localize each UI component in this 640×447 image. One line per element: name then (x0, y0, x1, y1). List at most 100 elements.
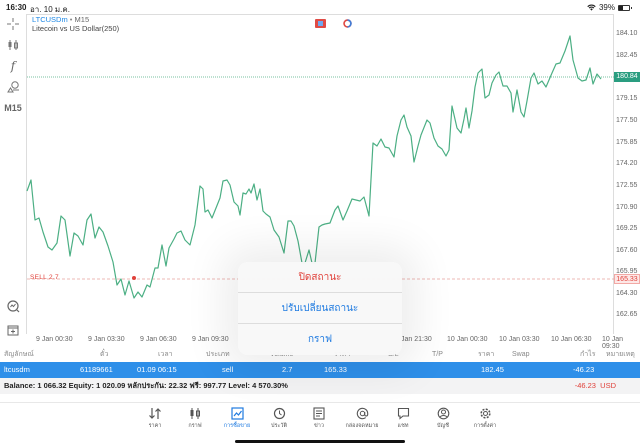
tab-settings[interactable]: การตั้งค่า (463, 407, 507, 430)
tab-chat[interactable]: แชท (381, 407, 425, 430)
tab-mailbox[interactable]: กล่องจดหมาย (340, 407, 384, 430)
tab-label: ข่าว (314, 423, 324, 429)
price-line (26, 35, 602, 299)
tab-label: กล่องจดหมาย (345, 423, 379, 429)
header-profit: กำไร (580, 351, 596, 358)
add-chart-icon[interactable] (0, 324, 26, 339)
quotes-icon (149, 408, 161, 419)
left-toolbar: f M15 (0, 14, 26, 344)
header-time: เวลา (158, 351, 173, 358)
header-tp: T/P (432, 351, 443, 358)
x-axis-label: Jan 21:30 (401, 336, 432, 343)
sell-entry-marker (132, 276, 136, 280)
header-symbol: สัญลักษณ์ (4, 351, 34, 358)
y-axis-label: 175.85 (616, 139, 638, 146)
tab-news[interactable]: ข่าว (297, 407, 341, 430)
total-profit-currency: USD (600, 381, 616, 390)
y-axis-label: 182.45 (616, 52, 638, 59)
function-icon[interactable]: f (10, 59, 16, 73)
x-axis-label: 9 Jan 06:30 (140, 336, 177, 343)
tab-trade[interactable]: การซื้อขาย (215, 407, 259, 430)
cell-ticket: 61189661 (80, 365, 113, 374)
x-axis-label: 9 Jan 03:30 (88, 336, 125, 343)
status-date: อา. 10 ม.ค. (30, 5, 70, 14)
chart-separator: • (69, 15, 73, 24)
total-profit-value: -46.23 (574, 381, 596, 390)
header-type: ประเภท (206, 351, 230, 358)
news-icon (313, 407, 325, 420)
timeframe-button[interactable]: M15 (4, 103, 22, 113)
tab-label: การซื้อขาย (223, 423, 251, 429)
cell-current-price: 182.45 (481, 365, 504, 374)
status-bar: 16:30 อา. 10 ม.ค. 39% (0, 0, 640, 14)
sell-line-label: SELL 2.7 (30, 274, 59, 281)
account-summary: Balance: 1 066.32 Equity: 1 020.09 หลักป… (4, 381, 288, 390)
header-ticket: ตั๋ว (100, 351, 109, 358)
tab-chart[interactable]: กราฟ (173, 407, 217, 430)
chart-icon (190, 408, 200, 419)
cell-type: sell (222, 365, 234, 374)
chart-button[interactable]: กราฟ (307, 334, 333, 345)
one-click-trading-icon[interactable] (315, 19, 326, 28)
chart-title: LTCUSDm • M15 (32, 15, 89, 24)
modify-position-button[interactable]: ปรับเปลี่ยนสถานะ (238, 293, 402, 324)
objects-icon[interactable] (0, 80, 26, 96)
position-context-menu: ปิดสถานะ ปรับเปลี่ยนสถานะ กราฟ (238, 262, 402, 355)
history-icon (273, 407, 285, 420)
y-axis-label: 170.90 (616, 204, 638, 211)
tab-label: กราฟ (188, 423, 202, 429)
crosshair-icon[interactable] (0, 18, 26, 33)
tab-account[interactable]: บัญชี (421, 407, 465, 430)
trade-icon (230, 407, 244, 420)
header-price: ราคา (478, 351, 495, 358)
tab-label: บัญชี (437, 423, 449, 429)
account-summary-bar: Balance: 1 066.32 Equity: 1 020.09 หลักป… (0, 378, 640, 394)
account-icon (437, 407, 449, 420)
chart-description: Litecoin vs US Dollar(250) (32, 24, 120, 33)
wifi-icon (587, 4, 596, 11)
x-axis-label: 10 Jan 00:30 (447, 336, 488, 343)
chat-icon (397, 407, 409, 420)
chart-area[interactable] (26, 14, 614, 334)
battery-percent: 39% (598, 3, 615, 12)
tab-label: แชท (397, 423, 409, 429)
y-axis-label: 162.65 (616, 311, 638, 318)
cell-symbol: ltcusdm (4, 365, 30, 374)
header-comment: หมายเหตุ (606, 351, 635, 358)
chart-analysis-icon[interactable] (0, 300, 26, 316)
home-indicator (235, 440, 405, 443)
tab-quotes[interactable]: ราคา (133, 407, 177, 430)
y-axis-label: 164.30 (616, 290, 638, 297)
x-axis-label: 10 Jan 03:30 (499, 336, 540, 343)
mailbox-icon (356, 407, 368, 420)
y-axis-label: 172.55 (616, 182, 638, 189)
chart-timeframe: M15 (74, 15, 90, 24)
cell-open-price: 165.33 (324, 365, 347, 374)
tab-label: ราคา (148, 423, 162, 429)
tab-history[interactable]: ประวัติ (257, 407, 301, 430)
status-time: 16:30 (6, 3, 27, 12)
header-swap: Swap (512, 351, 530, 358)
x-axis-label: 10 Jan 06:30 (551, 336, 592, 343)
y-axis-label: 174.20 (616, 160, 638, 167)
cell-time: 01.09 06:15 (137, 365, 177, 374)
sell-price-tag: 165.33 (614, 274, 640, 284)
chart-symbol[interactable]: LTCUSDm (32, 15, 68, 24)
y-axis-label: 179.15 (616, 95, 638, 102)
y-axis-label: 167.60 (616, 247, 638, 254)
battery-icon (618, 4, 632, 11)
x-axis-label: 9 Jan 00:30 (36, 336, 73, 343)
y-axis-label: 165.95 (616, 268, 638, 275)
x-axis-label: 9 Jan 09:30 (192, 336, 229, 343)
settings-icon (479, 408, 491, 419)
close-position-button[interactable]: ปิดสถานะ (238, 262, 402, 293)
indicators-icon[interactable] (0, 39, 26, 54)
depth-of-market-icon[interactable] (342, 19, 353, 28)
tab-label: ประวัติ (270, 423, 288, 429)
position-row[interactable]: ltcusdm 61189661 01.09 06:15 sell 2.7 16… (0, 362, 640, 378)
tab-label: การตั้งค่า (473, 423, 497, 429)
cell-volume: 2.7 (282, 365, 293, 374)
chart-trade-buttons (315, 19, 353, 28)
cell-profit: -46.23 (573, 365, 595, 374)
y-axis-label: 184.10 (616, 30, 638, 37)
